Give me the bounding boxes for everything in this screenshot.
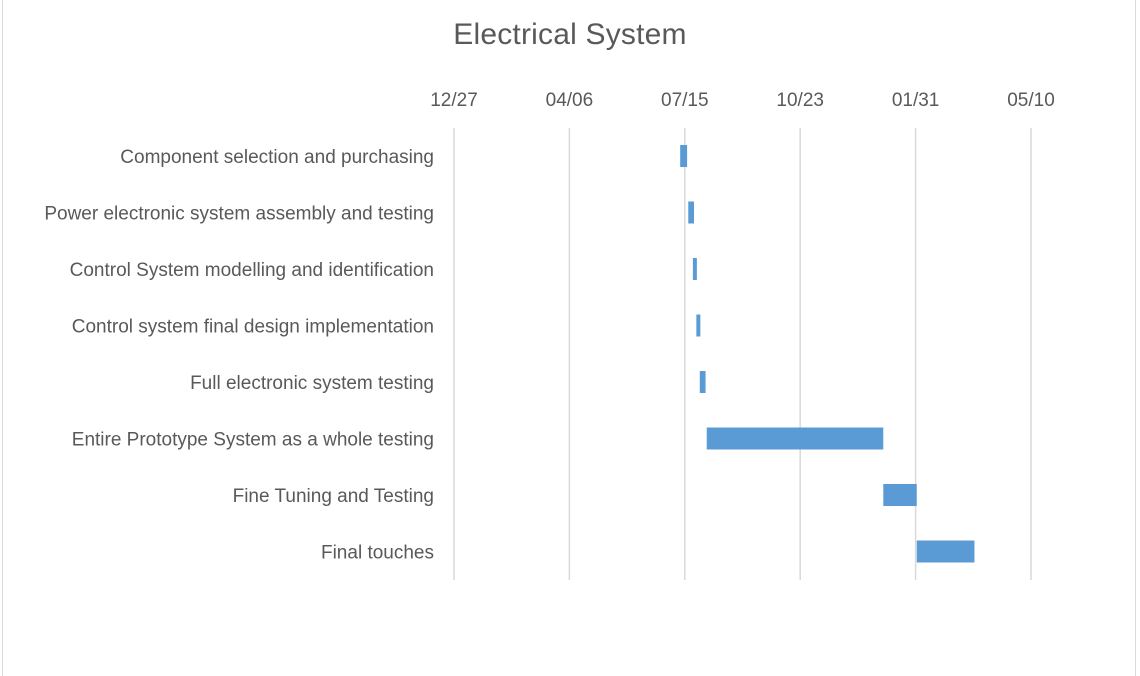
task-label: Full electronic system testing [190,373,434,394]
task-bar [692,258,697,280]
x-tick-label: 07/15 [661,90,709,111]
task-label: Control System modelling and identificat… [70,260,434,281]
task-label: Entire Prototype System as a whole testi… [72,430,434,451]
task-bar [696,314,701,337]
chart-title: Electrical System [453,18,687,51]
x-tick-label: 01/31 [892,90,940,111]
task-bar [699,371,706,393]
task-label: Control system final design implementati… [72,317,434,338]
x-tick-label: 10/23 [776,90,824,111]
x-tick-label: 12/27 [430,90,478,111]
task-bar [680,145,688,167]
task-label: Component selection and purchasing [120,147,434,168]
task-bar [688,201,695,224]
task-bar [706,427,884,450]
task-label: Fine Tuning and Testing [233,486,434,507]
task-bar [883,484,917,506]
task-label: Final touches [321,543,434,564]
task-bar [916,540,975,563]
task-label: Power electronic system assembly and tes… [44,204,434,225]
x-tick-label: 05/10 [1007,90,1055,111]
x-tick-label: 04/06 [546,90,594,111]
